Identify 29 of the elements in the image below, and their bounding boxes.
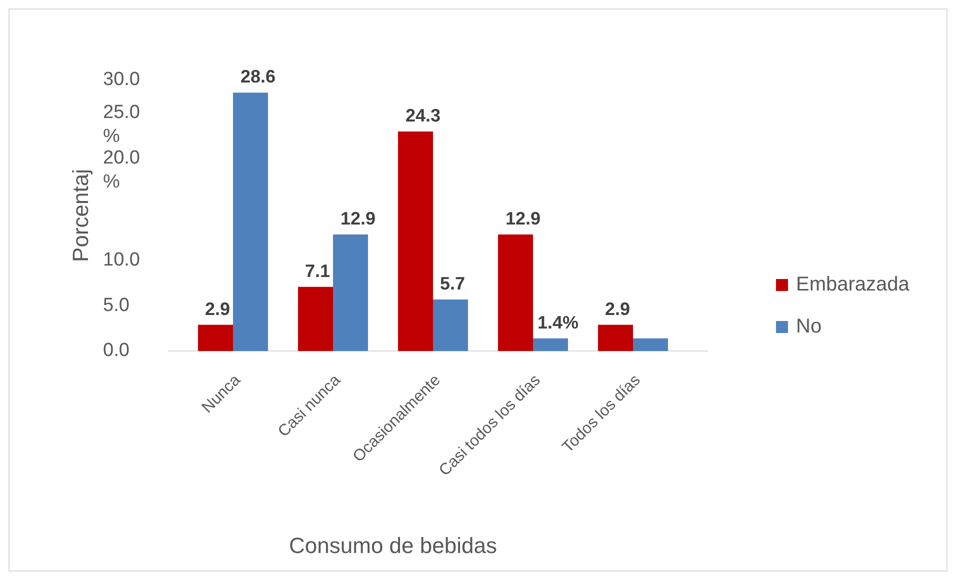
data-label: 24.3 bbox=[405, 105, 441, 126]
bar bbox=[633, 338, 668, 351]
bar bbox=[598, 324, 633, 351]
y-tick-label: 20.0 % bbox=[103, 147, 140, 192]
data-label: 7.1 bbox=[304, 260, 330, 281]
data-label: 5.7 bbox=[440, 274, 466, 294]
y-tick-label: 5.0 bbox=[103, 294, 130, 316]
bar bbox=[298, 286, 333, 351]
bar bbox=[533, 338, 568, 351]
legend-label: Embarazada bbox=[796, 273, 910, 296]
y-axis-title: Porcentaj bbox=[68, 169, 93, 262]
y-tick-label: 30.0 bbox=[103, 69, 140, 90]
bar bbox=[498, 234, 533, 351]
bar bbox=[398, 131, 433, 351]
data-label: 12.9 bbox=[340, 208, 376, 228]
y-tick-label: 0.0 bbox=[103, 340, 130, 362]
legend-label: No bbox=[796, 315, 822, 338]
x-axis-title: Consumo de bebidas bbox=[289, 533, 497, 558]
data-label: 2.9 bbox=[604, 298, 630, 319]
data-label: 28.6 bbox=[240, 66, 276, 87]
y-tick-label: 25.0 % bbox=[103, 102, 140, 148]
bar bbox=[433, 300, 468, 351]
bar bbox=[333, 234, 368, 351]
bar bbox=[198, 324, 233, 351]
y-tick-label: 10.0 bbox=[103, 250, 140, 271]
bar bbox=[233, 92, 268, 351]
data-label: 1.4% bbox=[537, 312, 579, 332]
data-label: 12.9 bbox=[505, 208, 541, 228]
data-label: 2.9 bbox=[204, 298, 230, 319]
